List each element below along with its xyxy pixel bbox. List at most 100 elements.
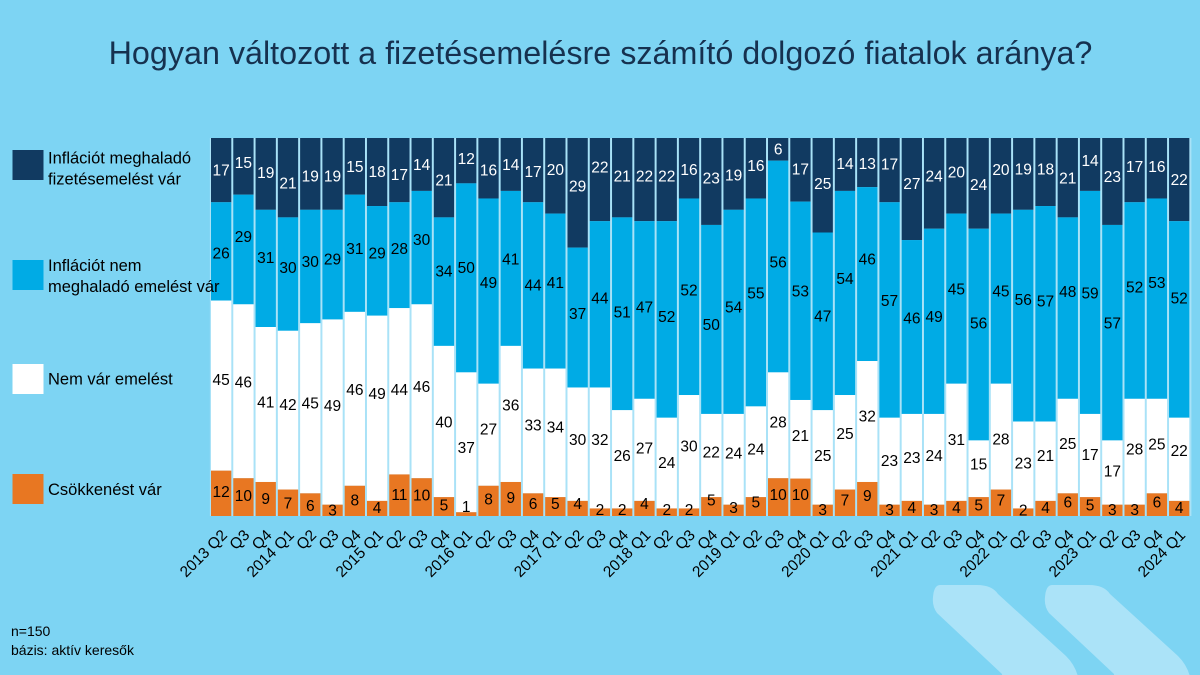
svg-text:15: 15 [970, 457, 987, 474]
svg-text:8: 8 [351, 493, 360, 510]
svg-text:51: 51 [614, 304, 631, 321]
svg-text:29: 29 [569, 178, 586, 195]
svg-text:16: 16 [1148, 159, 1165, 176]
svg-text:17: 17 [213, 163, 230, 180]
svg-text:13: 13 [859, 156, 876, 173]
svg-text:52: 52 [1126, 280, 1143, 297]
svg-text:Inflációt meghaladó: Inflációt meghaladó [48, 149, 191, 167]
svg-text:34: 34 [435, 263, 453, 280]
svg-text:45: 45 [213, 372, 230, 389]
svg-text:52: 52 [658, 309, 675, 326]
svg-text:44: 44 [391, 382, 409, 399]
svg-text:15: 15 [346, 159, 363, 176]
svg-text:23: 23 [1015, 456, 1032, 473]
svg-text:23: 23 [903, 450, 920, 467]
svg-text:9: 9 [261, 491, 270, 508]
svg-text:21: 21 [1037, 448, 1054, 465]
svg-text:31: 31 [948, 432, 965, 449]
svg-text:17: 17 [1081, 447, 1098, 464]
svg-text:9: 9 [506, 490, 515, 507]
svg-text:22: 22 [1171, 172, 1188, 189]
svg-text:29: 29 [235, 229, 252, 246]
svg-text:4: 4 [1041, 500, 1050, 517]
svg-text:24: 24 [747, 442, 765, 459]
svg-text:18: 18 [1037, 161, 1054, 178]
svg-text:47: 47 [636, 300, 653, 317]
svg-text:5: 5 [1086, 497, 1095, 514]
svg-text:2: 2 [685, 502, 694, 519]
svg-text:41: 41 [547, 275, 564, 292]
svg-text:2: 2 [1019, 502, 1028, 519]
svg-text:meghaladó emelést vár: meghaladó emelést vár [48, 278, 220, 296]
svg-text:55: 55 [747, 286, 764, 303]
svg-text:44: 44 [591, 290, 609, 307]
svg-text:27: 27 [480, 422, 497, 439]
svg-text:30: 30 [279, 260, 297, 277]
svg-text:28: 28 [1126, 442, 1143, 459]
svg-text:17: 17 [524, 164, 541, 181]
svg-text:4: 4 [373, 500, 382, 517]
svg-text:1: 1 [462, 499, 471, 516]
svg-text:6: 6 [774, 142, 783, 159]
svg-text:57: 57 [881, 293, 898, 310]
svg-text:56: 56 [770, 255, 787, 272]
svg-text:22: 22 [636, 168, 653, 185]
svg-text:45: 45 [992, 284, 1009, 301]
svg-text:53: 53 [792, 284, 809, 301]
svg-text:24: 24 [925, 168, 943, 185]
svg-text:56: 56 [970, 315, 987, 332]
svg-text:10: 10 [235, 488, 253, 505]
svg-text:6: 6 [1063, 495, 1072, 512]
svg-text:8: 8 [484, 492, 493, 509]
svg-text:11: 11 [391, 487, 407, 504]
svg-text:47: 47 [814, 308, 831, 325]
svg-text:Hogyan változott a fizetésemel: Hogyan változott a fizetésemelésre számí… [109, 35, 1093, 71]
svg-text:6: 6 [529, 496, 538, 513]
svg-text:14: 14 [836, 156, 854, 173]
svg-text:2: 2 [596, 502, 605, 519]
svg-text:3: 3 [1108, 502, 1117, 519]
svg-text:22: 22 [703, 444, 720, 461]
svg-text:22: 22 [1171, 443, 1188, 460]
svg-text:28: 28 [770, 415, 787, 432]
svg-text:5: 5 [974, 497, 983, 514]
svg-text:9: 9 [863, 488, 872, 505]
svg-text:50: 50 [458, 260, 476, 277]
svg-text:20: 20 [948, 164, 966, 181]
svg-text:3: 3 [930, 502, 939, 519]
svg-text:14: 14 [1081, 153, 1099, 170]
svg-text:22: 22 [591, 159, 608, 176]
svg-text:59: 59 [1081, 286, 1098, 303]
svg-text:20: 20 [992, 162, 1010, 179]
svg-text:57: 57 [1037, 294, 1054, 311]
svg-text:46: 46 [413, 379, 430, 396]
svg-text:25: 25 [1059, 436, 1076, 453]
svg-text:3: 3 [328, 502, 337, 519]
svg-text:21: 21 [792, 428, 809, 445]
svg-text:31: 31 [346, 241, 363, 258]
svg-text:49: 49 [925, 309, 942, 326]
svg-text:7: 7 [841, 493, 850, 510]
svg-text:17: 17 [792, 161, 809, 178]
svg-text:21: 21 [279, 176, 296, 193]
svg-text:4: 4 [640, 496, 649, 513]
svg-text:24: 24 [970, 177, 988, 194]
svg-text:24: 24 [658, 455, 676, 472]
svg-text:44: 44 [524, 278, 542, 295]
svg-text:21: 21 [435, 173, 452, 190]
svg-text:50: 50 [703, 317, 721, 334]
svg-text:2: 2 [662, 502, 671, 519]
svg-text:46: 46 [903, 311, 920, 328]
svg-text:34: 34 [547, 420, 565, 437]
svg-text:57: 57 [1104, 315, 1121, 332]
svg-text:2: 2 [618, 502, 627, 519]
svg-text:30: 30 [302, 254, 320, 271]
svg-text:16: 16 [680, 162, 697, 179]
svg-text:25: 25 [814, 176, 831, 193]
svg-text:33: 33 [524, 417, 541, 434]
svg-text:41: 41 [257, 395, 274, 412]
svg-text:17: 17 [1126, 159, 1143, 176]
svg-text:26: 26 [213, 246, 230, 263]
svg-text:17: 17 [1104, 463, 1121, 480]
svg-text:16: 16 [747, 158, 764, 175]
